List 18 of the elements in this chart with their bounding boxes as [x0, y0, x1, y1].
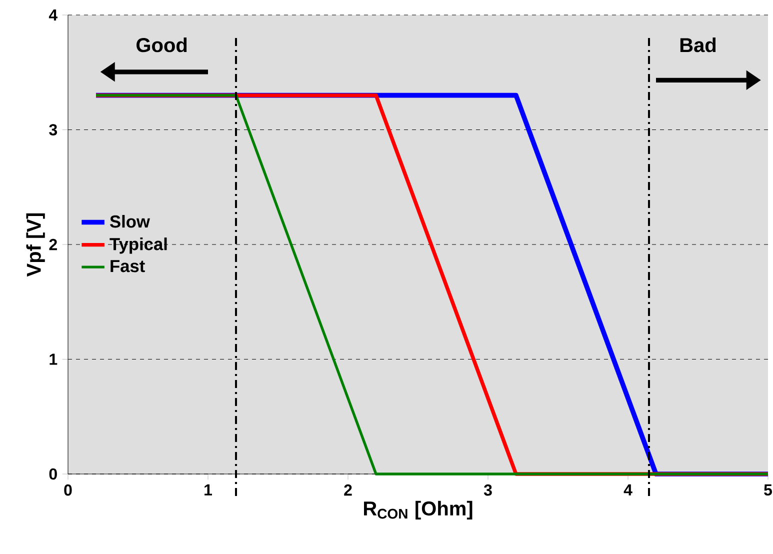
x-tick-label: 3	[484, 484, 492, 496]
x-tick-label: 1	[204, 484, 212, 496]
annotation: Bad	[680, 38, 716, 52]
legend-label: Fast	[110, 260, 145, 272]
x-tick-label: 4	[624, 484, 632, 496]
x-tick-label: 0	[64, 484, 72, 496]
x-axis-title: R$_{CON}$ [Ohm]	[364, 500, 472, 520]
y-tick-label: 2	[49, 238, 57, 250]
y-tick-label: 1	[50, 354, 58, 365]
y-tick-label: 0	[49, 468, 57, 480]
y-axis-title: Vpf [V]	[26, 213, 45, 277]
x-tick-label: 2	[344, 484, 352, 496]
y-tick-label: 4	[48, 10, 58, 21]
legend-label: Slow	[110, 214, 150, 228]
annotation: Good	[136, 38, 187, 52]
legend-label: Typical	[110, 238, 167, 254]
y-tick-label: 3	[49, 124, 58, 136]
x-tick-label: 5	[764, 484, 772, 496]
